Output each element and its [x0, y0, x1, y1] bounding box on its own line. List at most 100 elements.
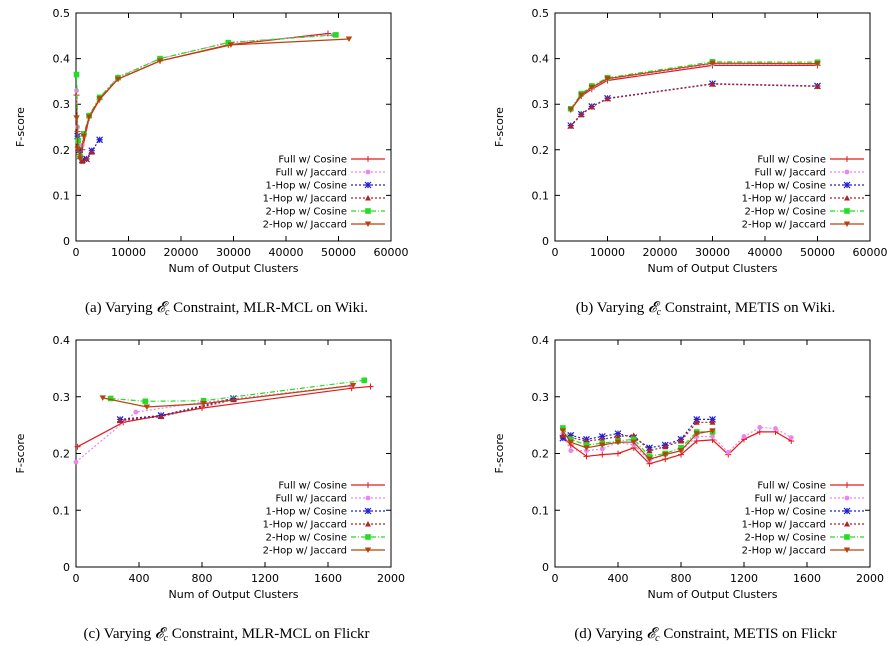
data-point: [630, 432, 637, 438]
x-tick-label: 40000: [748, 246, 783, 259]
data-point: [345, 36, 353, 42]
legend-label: Full w/ Cosine: [278, 481, 347, 492]
x-tick-label: 60000: [374, 246, 409, 259]
data-point: [74, 147, 82, 153]
legend-marker: [843, 547, 851, 553]
data-point: [693, 438, 700, 445]
x-tick-label: 800: [192, 572, 213, 585]
legend-label: Full w/ Cosine: [757, 481, 826, 492]
x-tick-label: 30000: [695, 246, 730, 259]
series-line: [570, 83, 818, 127]
data-point: [77, 156, 84, 162]
data-point: [693, 419, 700, 425]
data-point: [559, 434, 567, 442]
chart-panel-1: 0 10000 20000 30000 40000 50000 60000 0 0.1 0.2 0.…: [14, 7, 409, 318]
legend-label: 2-Hop w/ Jaccard: [263, 220, 347, 231]
series-full-w-jaccard: [560, 424, 794, 463]
y-axis-label: F-score: [493, 433, 506, 473]
data-point: [709, 419, 716, 425]
y-tick-label: 0.1: [53, 504, 71, 517]
data-point: [567, 123, 574, 129]
series-1-hop-w-jaccard: [74, 142, 95, 164]
data-point: [615, 450, 621, 457]
data-point: [74, 443, 81, 450]
series-2-hop-w-jaccard: [559, 428, 716, 463]
x-tick-label: 10000: [590, 246, 625, 259]
x-tick-label: 800: [671, 572, 692, 585]
y-tick-label: 0.2: [532, 448, 550, 461]
y-tick-label: 0.3: [532, 391, 550, 404]
data-point: [578, 92, 585, 99]
y-tick-label: 0.1: [532, 189, 550, 202]
data-point: [200, 401, 207, 407]
y-tick-label: 0.3: [532, 98, 550, 111]
panel-caption: (a) Varying 𝓔c Constraint, MLR-MCL on Wi…: [85, 300, 368, 318]
series-1-hop-w-cosine: [567, 80, 821, 130]
legend-marker: [365, 482, 371, 488]
legend: Full w/ Cosine Full w/ Jaccard 1-Hop w/ Co…: [263, 155, 385, 231]
legend-marker: [365, 169, 371, 175]
series-2-hop-w-jaccard: [567, 60, 821, 113]
data-point: [88, 149, 95, 155]
x-tick-label: 400: [608, 572, 629, 585]
legend-marker: [844, 495, 850, 501]
data-point: [158, 413, 165, 420]
data-point: [646, 447, 653, 454]
legend-label: Full w/ Jaccard: [276, 168, 348, 179]
data-point: [588, 84, 595, 91]
x-tick-label: 0: [552, 572, 559, 585]
x-tick-label: 1600: [793, 572, 821, 585]
data-point: [604, 95, 611, 102]
data-point: [567, 439, 574, 446]
legend-label: 2-Hop w/ Cosine: [745, 533, 826, 544]
y-tick-label: 0.2: [53, 144, 71, 157]
x-tick-label: 40000: [269, 246, 304, 259]
series-2-hop-w-jaccard: [99, 382, 357, 410]
data-point: [96, 136, 104, 144]
panel-caption: (d) Varying 𝓔c Constraint, METIS on Flic…: [574, 626, 836, 644]
y-tick-label: 0.3: [53, 391, 71, 404]
x-tick-label: 30000: [216, 246, 251, 259]
series-line: [570, 62, 818, 111]
x-tick-label: 0: [552, 246, 559, 259]
legend-label: Full w/ Jaccard: [755, 494, 827, 505]
series-line: [562, 431, 792, 465]
series-line: [570, 83, 818, 127]
data-point: [604, 76, 611, 82]
y-tick-label: 0.2: [532, 144, 550, 157]
series-full-w-cosine: [559, 428, 795, 467]
data-point: [662, 443, 669, 450]
data-point: [788, 435, 794, 441]
data-point: [567, 436, 574, 443]
panel-caption: (b) Varying 𝓔c Constraint, METIS on Wiki…: [576, 300, 835, 318]
data-point: [361, 377, 368, 384]
series-line: [570, 61, 818, 110]
legend-marker: [843, 507, 851, 515]
legend-marker: [365, 534, 371, 540]
x-tick-label: 50000: [800, 246, 835, 259]
data-point: [756, 428, 763, 435]
y-tick-label: 0.1: [53, 189, 71, 202]
data-point: [74, 88, 79, 93]
data-point: [73, 71, 80, 78]
data-point: [117, 417, 124, 424]
data-point: [99, 395, 106, 401]
legend-marker: [364, 547, 372, 553]
series-line: [75, 34, 334, 152]
data-point: [143, 404, 151, 410]
y-tick-label: 0.5: [53, 7, 71, 20]
legend-label: 2-Hop w/ Jaccard: [263, 546, 347, 557]
legend-marker: [844, 521, 850, 527]
data-point: [599, 451, 606, 458]
y-tick-label: 0.2: [53, 448, 71, 461]
legend: Full w/ Cosine Full w/ Jaccard 1-Hop w/ Co…: [263, 481, 385, 557]
data-point: [73, 115, 80, 121]
legend-marker: [364, 181, 372, 189]
chart-panel-4: 0 400 800 1200 1600 2000 0 0.1 0.2 0.3 0.4 Num of O…: [493, 334, 884, 644]
legend-label: 2-Hop w/ Cosine: [266, 207, 347, 218]
y-tick-label: 0.5: [532, 7, 550, 20]
y-tick-label: 0.4: [53, 334, 71, 347]
data-point: [583, 442, 590, 448]
data-point: [814, 83, 821, 89]
